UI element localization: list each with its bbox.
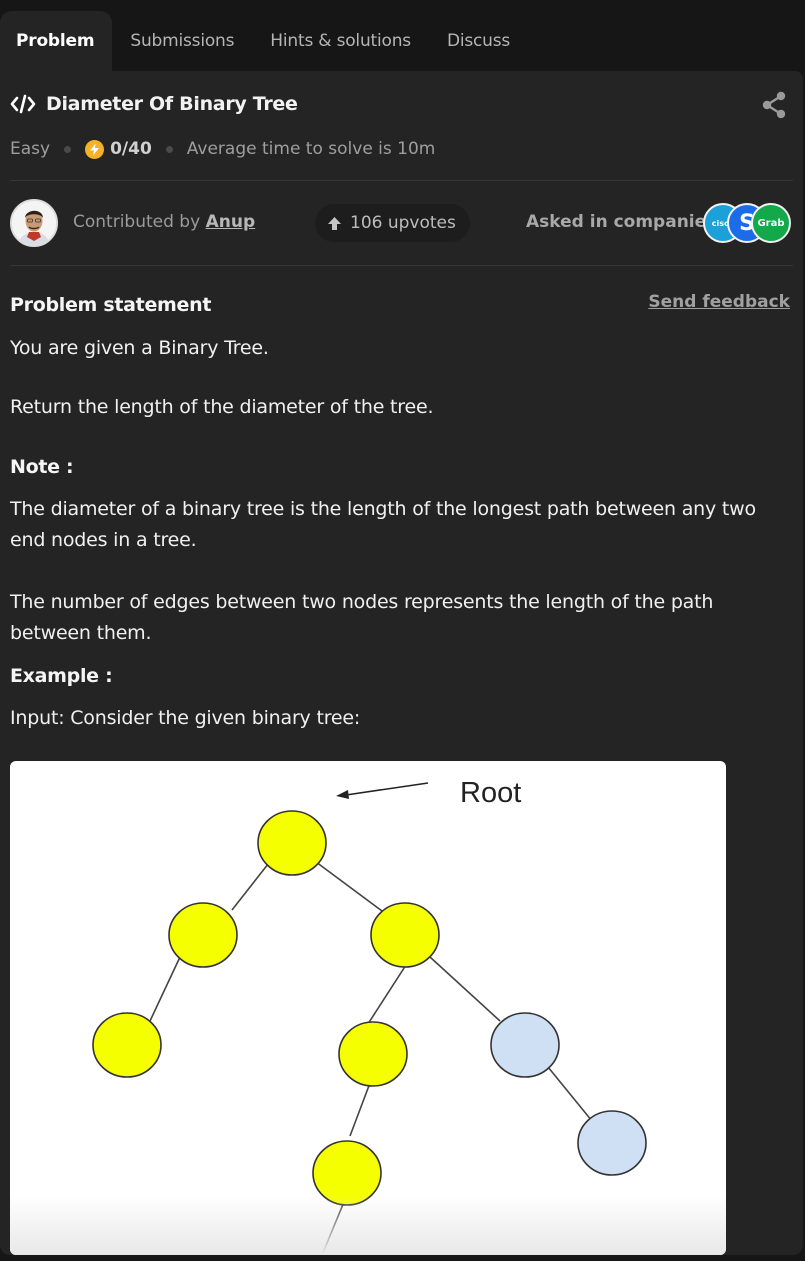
tree-node xyxy=(168,902,238,968)
title-row: Diameter Of Binary Tree xyxy=(10,93,298,115)
example-heading: Example : xyxy=(10,665,113,687)
tree-edge xyxy=(149,956,181,1022)
tab-discuss[interactable]: Discuss xyxy=(446,31,511,51)
note-text: The diameter of a binary tree is the len… xyxy=(10,498,756,551)
swiggy-logo-text: S xyxy=(739,210,755,236)
tab-problem[interactable]: Problem xyxy=(0,11,113,71)
asked-in-label: Asked in companies xyxy=(526,212,717,232)
contributor-row: Contributed by Anup 106 upvotes Asked in… xyxy=(10,199,793,247)
cisco-logo-text: cisco xyxy=(711,218,735,228)
company-logos: cisco S Grab xyxy=(703,203,793,243)
contributor-link[interactable]: Anup xyxy=(205,212,256,232)
tree-edge xyxy=(311,858,383,912)
difficulty-label: Easy xyxy=(10,139,51,159)
tree-node xyxy=(490,1012,560,1078)
tab-hints-solutions[interactable]: Hints & solutions xyxy=(270,31,411,51)
tree-edge xyxy=(365,964,407,1028)
tab-submissions[interactable]: Submissions xyxy=(130,31,235,51)
tree-edge xyxy=(349,1082,371,1137)
root-label: Root xyxy=(460,777,521,809)
contributed-by: Contributed by Anup xyxy=(73,212,255,232)
tree-node xyxy=(338,1021,408,1087)
problem-title: Diameter Of Binary Tree xyxy=(46,93,298,115)
tree-edge xyxy=(231,858,273,911)
diagram-fade xyxy=(10,1195,726,1255)
share-icon[interactable] xyxy=(761,91,787,119)
tree-edge xyxy=(547,1066,593,1122)
score-value: 0/40 xyxy=(110,139,152,159)
note-heading: Note : xyxy=(10,456,74,478)
avatar xyxy=(10,199,58,247)
upvote-arrow-icon xyxy=(328,216,341,230)
divider xyxy=(10,265,793,266)
send-feedback-link[interactable]: Send feedback xyxy=(648,292,790,312)
binary-tree-diagram: Root xyxy=(10,761,726,1255)
tree-edge xyxy=(429,956,501,1022)
tree-node-root xyxy=(257,810,327,876)
root-arrow-head xyxy=(336,790,349,799)
note-text: The number of edges between two nodes re… xyxy=(10,591,714,644)
separator-dot xyxy=(165,145,173,153)
grab-logo-text: Grab xyxy=(757,217,785,229)
average-time: Average time to solve is 10m xyxy=(186,139,436,159)
grab-logo[interactable]: Grab xyxy=(751,203,791,243)
upvote-button[interactable]: 106 upvotes xyxy=(315,204,470,242)
example-input-text: Input: Consider the given binary tree: xyxy=(10,707,361,729)
tree-svg: Root xyxy=(92,777,647,1255)
statement-line: You are given a Binary Tree. xyxy=(10,337,269,359)
bolt-icon xyxy=(85,139,105,159)
upvote-count: 106 upvotes xyxy=(350,213,456,233)
divider xyxy=(10,180,793,181)
tab-bar: Problem Submissions Hints & solutions Di… xyxy=(0,11,805,71)
root-arrow xyxy=(345,782,429,796)
separator-dot xyxy=(64,145,72,153)
tree-node xyxy=(92,1012,162,1078)
code-icon xyxy=(10,94,36,114)
meta-row: Easy 0/40 Average time to solve is 10m xyxy=(10,139,435,159)
problem-panel: Diameter Of Binary Tree Easy 0/40 Averag… xyxy=(0,71,803,1255)
tree-node xyxy=(577,1110,647,1176)
problem-statement-heading: Problem statement xyxy=(10,294,212,316)
contributed-by-label: Contributed by xyxy=(73,212,201,232)
statement-line: Return the length of the diameter of the… xyxy=(10,396,434,418)
tree-node xyxy=(370,902,440,968)
